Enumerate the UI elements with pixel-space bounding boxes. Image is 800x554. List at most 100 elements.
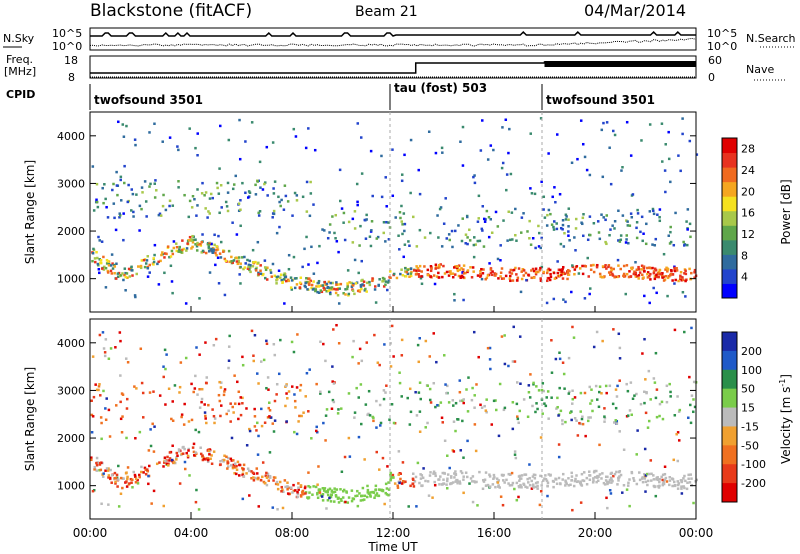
velocity-cell (245, 407, 248, 410)
velocity-cell (584, 434, 587, 438)
power-cell (117, 120, 120, 124)
velocity-cell (107, 476, 110, 479)
power-cell (404, 275, 408, 278)
power-cell (613, 227, 616, 230)
power-cell (132, 210, 135, 214)
velocity-cell (545, 479, 549, 483)
velocity-cell (676, 459, 680, 463)
velocity-cell (298, 389, 302, 392)
velocity-cell (515, 381, 519, 384)
power-cell (605, 214, 609, 217)
power-cell (432, 274, 436, 277)
power-cell (177, 250, 180, 253)
velocity-cell (480, 406, 484, 409)
velocity-colorbar-tick: 15 (741, 402, 755, 415)
velocity-cell (656, 476, 659, 479)
velocity-cell (220, 381, 223, 384)
velocity-cell (102, 347, 106, 350)
power-cell (402, 212, 406, 215)
power-cell (626, 220, 629, 223)
velocity-cell (382, 389, 386, 392)
velocity-cell (585, 483, 589, 486)
power-cell (142, 258, 146, 262)
power-cell (182, 247, 186, 251)
velocity-cell (167, 464, 170, 467)
power-cell (558, 192, 562, 196)
power-cell (485, 209, 489, 213)
x-tick-label: 00:00 (73, 526, 108, 540)
power-cell (220, 206, 223, 209)
velocity-cell (567, 477, 570, 480)
velocity-cell (357, 396, 361, 399)
power-cell (194, 146, 197, 150)
power-cell (528, 219, 531, 223)
power-cell (171, 204, 175, 207)
velocity-cell (641, 352, 644, 355)
velocity-cell (257, 476, 260, 480)
velocity-cell (391, 473, 395, 477)
velocity-cell (210, 454, 213, 457)
velocity-cell (331, 398, 335, 402)
velocity-cell (486, 346, 490, 350)
power-cell (237, 202, 241, 205)
velocity-cell (544, 474, 547, 477)
velocity-cell (322, 342, 325, 346)
velocity-cell (536, 407, 539, 411)
velocity-cell (472, 330, 476, 334)
power-cell (161, 252, 164, 256)
velocity-cell (245, 444, 249, 447)
power-cell (406, 268, 409, 272)
velocity-cell (204, 458, 207, 461)
velocity-cell (588, 478, 592, 482)
power-cell (264, 276, 267, 280)
velocity-cell (439, 475, 442, 478)
power-cell (423, 265, 426, 268)
velocity-cell (265, 483, 269, 487)
power-cell (473, 174, 476, 177)
velocity-cell (306, 496, 309, 499)
power-cell (323, 280, 327, 284)
velocity-cell (101, 331, 105, 334)
velocity-cell (668, 382, 671, 386)
velocity-cell (578, 421, 581, 425)
velocity-cell (131, 478, 134, 481)
velocity-cell (438, 483, 441, 486)
freq-label-line2: [MHz] (4, 65, 36, 78)
velocity-cell (286, 492, 290, 495)
velocity-cell (267, 406, 271, 410)
velocity-cell (461, 419, 464, 423)
velocity-cell (98, 383, 101, 386)
velocity-cell (374, 488, 377, 492)
velocity-cell (256, 472, 259, 475)
velocity-cell (426, 384, 429, 388)
power-cell (637, 265, 640, 269)
velocity-cell (673, 414, 677, 417)
power-cell (617, 239, 620, 242)
velocity-cell (638, 478, 642, 482)
power-cell (375, 237, 379, 240)
power-cell (664, 143, 667, 146)
velocity-cell (471, 500, 475, 504)
velocity-cell (622, 448, 626, 452)
power-cell (376, 235, 380, 239)
power-cell (153, 253, 156, 257)
velocity-cell (474, 449, 478, 453)
power-cell (135, 193, 138, 196)
velocity-cell (366, 413, 369, 417)
velocity-cell (581, 422, 585, 426)
power-cell (317, 291, 321, 294)
velocity-cell (274, 476, 277, 479)
power-cell (449, 272, 452, 276)
velocity-cell (276, 508, 279, 511)
velocity-cell (649, 398, 652, 401)
velocity-cell (265, 471, 268, 475)
velocity-cell (652, 484, 656, 488)
power-cell (525, 278, 528, 282)
power-cell (389, 276, 392, 280)
power-cell (686, 243, 689, 247)
power-colorbar-swatch (722, 254, 737, 270)
power-cell (598, 237, 602, 241)
power-cell (515, 239, 518, 242)
velocity-cell (643, 473, 646, 476)
velocity-cell (264, 474, 268, 478)
